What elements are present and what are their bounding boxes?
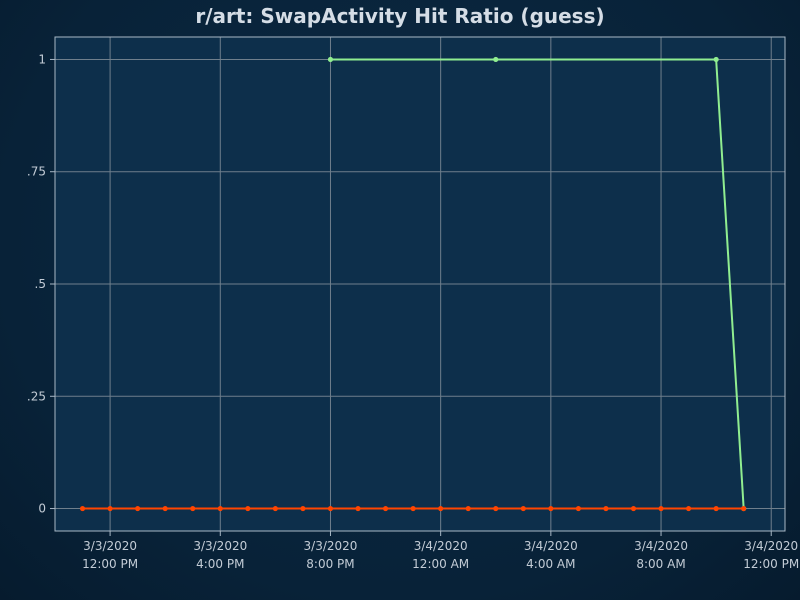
x-tick-label: 3/4/2020 4:00 AM — [524, 539, 578, 571]
series-point — [217, 505, 223, 512]
series-point — [162, 505, 168, 512]
series-point — [382, 505, 389, 512]
series-point — [327, 505, 334, 512]
series-point — [658, 505, 664, 512]
series-point — [520, 505, 526, 512]
series-point — [713, 56, 719, 63]
series-point — [603, 505, 609, 512]
series-point — [107, 505, 113, 512]
series-point — [135, 505, 141, 512]
chart-title: r/art: SwapActivity Hit Ratio (guess) — [195, 4, 605, 28]
series-point — [300, 505, 306, 512]
series-point — [79, 505, 86, 512]
series-point — [493, 505, 499, 512]
series-point — [410, 505, 416, 512]
y-tick-label: 1 — [38, 52, 46, 66]
y-tick-label: .75 — [27, 165, 46, 179]
series-line — [330, 58, 745, 509]
y-tick-label: 0 — [38, 502, 46, 516]
y-tick-label: .25 — [27, 389, 46, 403]
x-tick-label: 3/4/2020 12:00 PM — [743, 539, 799, 571]
series-point — [272, 505, 278, 512]
series-point — [190, 505, 196, 512]
series-point — [741, 505, 747, 512]
series-point — [438, 505, 444, 512]
x-tick-label: 3/4/2020 8:00 AM — [634, 539, 688, 571]
series-point — [548, 505, 554, 512]
series-point — [575, 505, 581, 512]
series-point — [327, 56, 334, 63]
series-point — [245, 505, 251, 512]
x-tick-label: 3/3/2020 8:00 PM — [304, 539, 358, 571]
y-tick-label: .5 — [35, 277, 46, 291]
series-point — [630, 505, 637, 512]
x-tick-label: 3/3/2020 12:00 PM — [82, 539, 138, 571]
series-point — [355, 505, 361, 512]
x-tick-label: 3/3/2020 4:00 PM — [193, 539, 247, 571]
series-point — [685, 505, 692, 512]
series-point — [713, 505, 719, 512]
series-point — [493, 56, 499, 63]
series-point — [465, 505, 471, 512]
x-tick-label: 3/4/2020 12:00 AM — [412, 539, 469, 571]
